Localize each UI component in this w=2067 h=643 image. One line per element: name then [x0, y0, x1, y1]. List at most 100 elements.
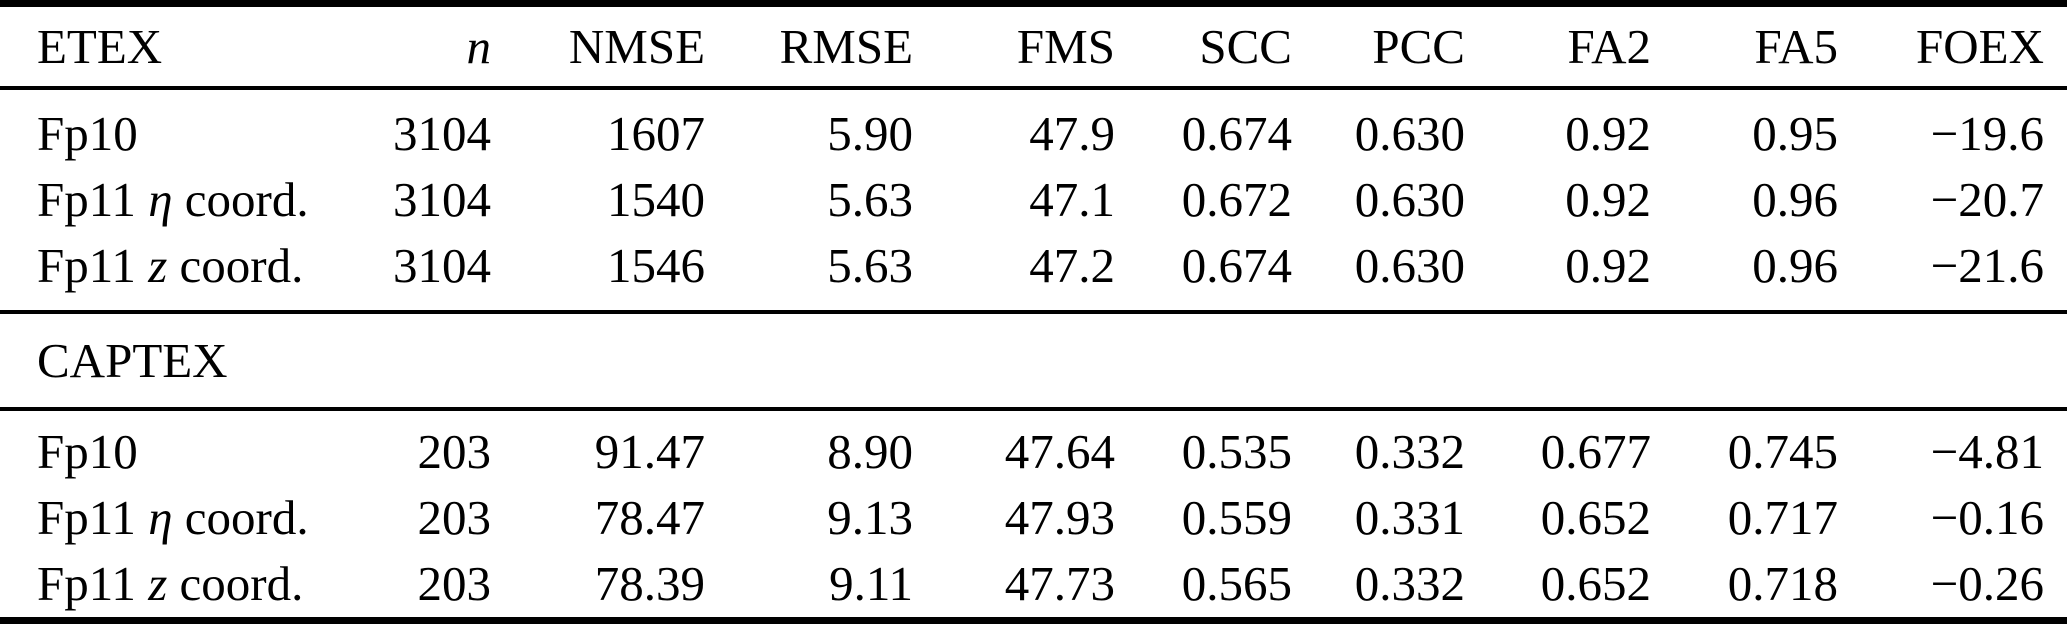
- row-label-suffix: coord.: [179, 238, 304, 293]
- row-label-prefix: Fp11: [37, 490, 136, 545]
- cell-fa2: 0.92: [1565, 106, 1651, 161]
- cell-nmse: 78.39: [594, 556, 705, 611]
- row-label-prefix: Fp10: [37, 106, 138, 161]
- cell-scc: 0.672: [1181, 172, 1292, 227]
- cell-rmse: 5.63: [827, 172, 913, 227]
- cell-scc: 0.674: [1181, 238, 1292, 293]
- spacer-row: [0, 617, 2067, 621]
- table-row: Fp11 z coord. 3104 1546 5.63 47.2 0.674 …: [0, 233, 2067, 299]
- cell-scc: 0.535: [1181, 424, 1292, 479]
- cell-foex: −4.81: [1930, 424, 2044, 479]
- section-captex-body: Fp10 203 91.47 8.90 47.64 0.535 0.332 0.…: [0, 409, 2067, 621]
- cell-scc: 0.559: [1181, 490, 1292, 545]
- cell-fa2: 0.92: [1565, 172, 1651, 227]
- table-row: Fp10 3104 1607 5.90 47.9 0.674 0.630 0.9…: [0, 101, 2067, 167]
- cell-rmse: 9.11: [829, 556, 913, 611]
- cell-fa2: 0.92: [1565, 238, 1651, 293]
- cell-pcc: 0.332: [1354, 424, 1465, 479]
- row-label: Fp10: [0, 101, 320, 167]
- cell-fms: 47.93: [1004, 490, 1115, 545]
- col-header-rmse: RMSE: [779, 18, 913, 74]
- cell-fms: 47.2: [1029, 238, 1115, 293]
- cell-pcc: 0.630: [1354, 106, 1465, 161]
- cell-fa5: 0.745: [1727, 424, 1838, 479]
- row-label-symbol: η: [148, 172, 173, 227]
- table-row: Fp10 203 91.47 8.90 47.64 0.535 0.332 0.…: [0, 419, 2067, 485]
- row-label-symbol: z: [148, 556, 168, 611]
- row-label: Fp10: [0, 419, 320, 485]
- cell-fa2: 0.652: [1540, 556, 1651, 611]
- row-label: Fp11 η coord.: [0, 167, 320, 233]
- row-label: Fp11 z coord.: [0, 551, 320, 617]
- col-header-fa5: FA5: [1754, 18, 1838, 74]
- col-header-scc: SCC: [1199, 18, 1292, 74]
- cell-foex: −19.6: [1930, 106, 2044, 161]
- section-header-row: CAPTEX: [0, 311, 2067, 409]
- cell-scc: 0.674: [1181, 106, 1292, 161]
- cell-rmse: 9.13: [827, 490, 913, 545]
- cell-foex: −21.6: [1930, 238, 2044, 293]
- cell-rmse: 8.90: [827, 424, 913, 479]
- cell-scc: 0.565: [1181, 556, 1292, 611]
- table-row: Fp11 η coord. 203 78.47 9.13 47.93 0.559…: [0, 485, 2067, 551]
- cell-rmse: 5.63: [827, 238, 913, 293]
- row-label: Fp11 z coord.: [0, 233, 320, 299]
- row-label-suffix: coord.: [184, 490, 309, 545]
- cell-fa5: 0.95: [1752, 106, 1838, 161]
- spacer-row: [0, 409, 2067, 419]
- cell-rmse: 5.90: [827, 106, 913, 161]
- col-header-fa2: FA2: [1567, 18, 1651, 74]
- row-label: Fp11 η coord.: [0, 485, 320, 551]
- cell-nmse: 91.47: [594, 424, 705, 479]
- col-header-n: n: [466, 18, 492, 74]
- cell-fms: 47.1: [1029, 172, 1115, 227]
- cell-foex: −0.26: [1930, 556, 2044, 611]
- cell-nmse: 1540: [607, 172, 705, 227]
- col-header-nmse: NMSE: [568, 18, 705, 74]
- cell-n: 3104: [393, 172, 491, 227]
- metrics-table: ETEX n NMSE RMSE FMS SCC PCC FA2 FA5 FOE…: [0, 0, 2067, 624]
- row-label-prefix: Fp11: [37, 238, 136, 293]
- cell-n: 203: [417, 490, 492, 545]
- cell-fa2: 0.677: [1540, 424, 1651, 479]
- row-label-suffix: coord.: [179, 556, 304, 611]
- cell-fms: 47.9: [1029, 106, 1115, 161]
- spacer-row: [0, 88, 2067, 101]
- table-header: ETEX n NMSE RMSE FMS SCC PCC FA2 FA5 FOE…: [0, 4, 2067, 88]
- cell-pcc: 0.332: [1354, 556, 1465, 611]
- table-row: Fp11 η coord. 3104 1540 5.63 47.1 0.672 …: [0, 167, 2067, 233]
- cell-fa5: 0.718: [1727, 556, 1838, 611]
- cell-nmse: 78.47: [594, 490, 705, 545]
- row-label-suffix: coord.: [184, 172, 309, 227]
- row-label-prefix: Fp10: [37, 424, 138, 479]
- col-header-etex: ETEX: [37, 18, 163, 74]
- cell-fa2: 0.652: [1540, 490, 1651, 545]
- col-header-foex: FOEX: [1916, 18, 2044, 74]
- cell-n: 203: [417, 424, 492, 479]
- section-label-captex: CAPTEX: [37, 332, 228, 388]
- col-header-fms: FMS: [1016, 18, 1115, 74]
- col-header-pcc: PCC: [1372, 18, 1465, 74]
- cell-pcc: 0.331: [1354, 490, 1465, 545]
- cell-pcc: 0.630: [1354, 172, 1465, 227]
- cell-n: 203: [417, 556, 492, 611]
- cell-n: 3104: [393, 238, 491, 293]
- cell-fa5: 0.96: [1752, 172, 1838, 227]
- cell-fms: 47.64: [1004, 424, 1115, 479]
- row-label-symbol: η: [148, 490, 173, 545]
- row-label-prefix: Fp11: [37, 556, 136, 611]
- cell-nmse: 1546: [607, 238, 705, 293]
- cell-fa5: 0.96: [1752, 238, 1838, 293]
- cell-nmse: 1607: [607, 106, 705, 161]
- section-etex-body: Fp10 3104 1607 5.90 47.9 0.674 0.630 0.9…: [0, 88, 2067, 312]
- cell-foex: −0.16: [1930, 490, 2044, 545]
- row-label-prefix: Fp11: [37, 172, 136, 227]
- cell-n: 3104: [393, 106, 491, 161]
- row-label-symbol: z: [148, 238, 168, 293]
- cell-fms: 47.73: [1004, 556, 1115, 611]
- cell-foex: −20.7: [1930, 172, 2044, 227]
- cell-fa5: 0.717: [1727, 490, 1838, 545]
- spacer-row: [0, 299, 2067, 312]
- section-captex-header: CAPTEX: [0, 311, 2067, 409]
